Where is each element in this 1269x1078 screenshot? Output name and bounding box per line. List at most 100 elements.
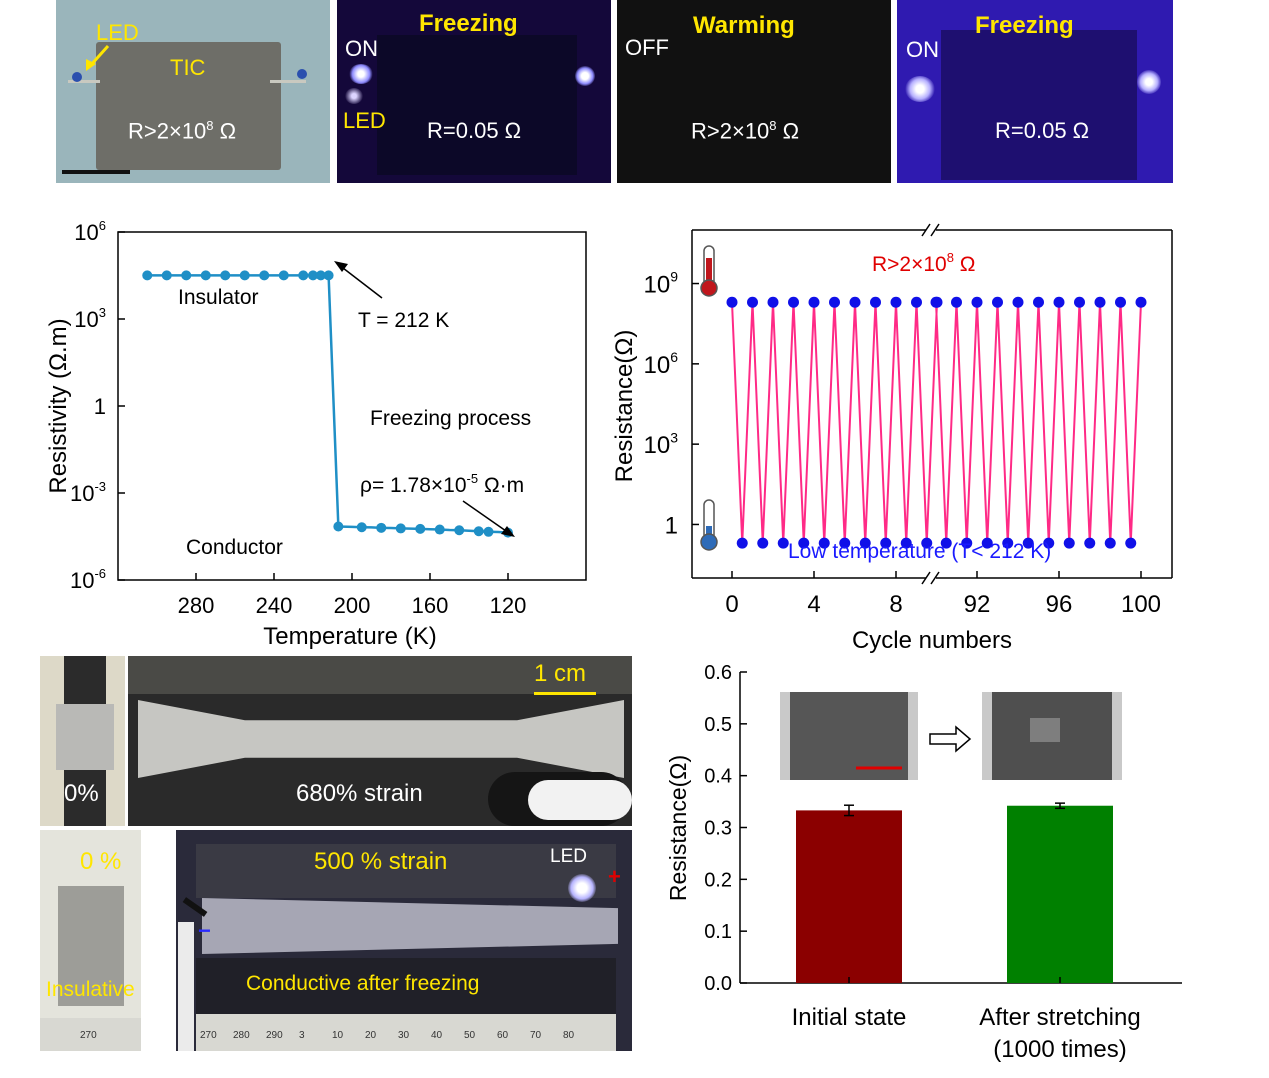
- y-tick-label-exp: 6: [99, 218, 106, 233]
- panel-title: Freezing: [419, 10, 518, 37]
- led-glow-left: [905, 76, 935, 102]
- data-point: [220, 270, 231, 281]
- x-tick-label: 92: [964, 591, 991, 618]
- data-point: [1115, 296, 1126, 308]
- data-point: [454, 525, 465, 536]
- y-tick-label-exp: -6: [94, 566, 106, 581]
- ruler-ticks: 270 280 290 3 10 20 30 40 50 60 70 80: [196, 1030, 616, 1046]
- ruler-tick: 270: [80, 1030, 97, 1041]
- y-tick-label-base: 10: [74, 307, 98, 332]
- data-point: [1043, 537, 1055, 549]
- data-point: [333, 521, 344, 532]
- y-tick-label-exp: 3: [99, 305, 106, 320]
- x-tick-label: 160: [412, 593, 449, 618]
- ruler-tick: 20: [365, 1030, 377, 1041]
- data-point: [323, 270, 334, 281]
- data-point: [971, 296, 983, 308]
- data-point: [1022, 537, 1034, 549]
- scale-bar: [534, 692, 596, 695]
- led-glow-right: [575, 66, 595, 86]
- post-left: [178, 922, 194, 1051]
- ruler-tick: 10: [332, 1030, 344, 1041]
- led-glow: [568, 874, 596, 902]
- rail-top: [196, 844, 616, 898]
- ruler-tick: 30: [398, 1030, 410, 1041]
- sample: [56, 704, 114, 770]
- state-label: OFF: [625, 35, 669, 60]
- data-point: [1094, 296, 1106, 308]
- ruler-tick: 40: [431, 1030, 443, 1041]
- film-shadow: [377, 35, 577, 175]
- y-tick-label: 103: [74, 305, 106, 332]
- x-tick-label: 240: [256, 593, 293, 618]
- data-point: [315, 270, 326, 281]
- y-axis-label: Resistance(Ω): [665, 755, 691, 901]
- y-tick-label: 10-3: [70, 479, 106, 506]
- x-tick-label: 96: [1046, 591, 1073, 618]
- data-point: [1063, 537, 1075, 549]
- x-tick-label: 100: [1121, 591, 1161, 618]
- data-point: [849, 296, 861, 308]
- scale-bar: [62, 170, 130, 174]
- ruler-tick: 280: [233, 1030, 250, 1041]
- hot-thermometer-icon: [700, 245, 718, 297]
- resistance-label: R>2×108 Ω: [128, 118, 237, 144]
- inset-initial-photo: [780, 692, 918, 780]
- y-tick-label-exp: 9: [670, 269, 678, 285]
- stretched-sample: [138, 700, 624, 778]
- led-label: LED: [550, 846, 587, 867]
- rho-label: ρ= 1.78×10-5 Ω·m: [360, 471, 524, 497]
- led-glow-right: [1137, 70, 1161, 94]
- data-point: [181, 270, 192, 281]
- y-axis-label: Resistivity (Ω.m): [45, 318, 72, 493]
- data-point: [818, 537, 830, 549]
- ruler-tick: 290: [266, 1030, 283, 1041]
- insulator-label: Insulator: [178, 286, 259, 309]
- resistance-bar-chart: 0.0 0.1 0.2 0.3 0.4 0.5 0.6 Initial state After…: [665, 662, 1182, 1063]
- x-tick-label: 4: [807, 591, 820, 618]
- data-point: [981, 537, 993, 549]
- strain-label: 500 % strain: [314, 848, 448, 875]
- y-tick-label: 109: [644, 269, 679, 299]
- photo-freezing-on-1: Freezing ON LED R=0.05 Ω: [337, 0, 611, 183]
- axis-break-top: [921, 223, 940, 237]
- data-point: [992, 296, 1003, 308]
- y-tick-label: 0.2: [704, 869, 732, 891]
- y-tick-label-exp: 3: [670, 429, 678, 445]
- resistance-label: R=0.05 Ω: [427, 118, 522, 143]
- data-point: [940, 537, 952, 549]
- led-glow-left: [349, 64, 373, 84]
- data-point: [434, 524, 445, 535]
- data-point: [951, 296, 962, 308]
- x-category-label: (1000 times): [993, 1036, 1126, 1063]
- y-tick-label: 0.0: [704, 973, 732, 995]
- transition-arrow: [334, 261, 383, 299]
- minus-terminal: −: [198, 918, 211, 943]
- data-point: [415, 523, 426, 534]
- y-tick-label-exp: -3: [94, 479, 106, 494]
- y-tick-label-base: 1: [665, 512, 678, 539]
- y-tick-label-base: 10: [644, 352, 671, 379]
- y-tick-label: 0.5: [704, 714, 732, 736]
- data-point: [483, 526, 494, 537]
- y-tick-label: 106: [644, 349, 679, 379]
- data-point: [395, 523, 406, 534]
- x-category-label: After stretching: [979, 1004, 1140, 1031]
- lower-block: [196, 958, 616, 1014]
- y-tick-label: 106: [74, 218, 106, 245]
- axis-break-bottom: [921, 571, 940, 585]
- y-tick-label-base: 10: [70, 568, 94, 593]
- ruler-tick: 60: [497, 1030, 509, 1041]
- data-point: [921, 537, 933, 549]
- y-tick-label-base: 10: [644, 272, 671, 299]
- strain-label: 680% strain: [296, 780, 423, 807]
- y-tick-label: 1: [94, 394, 106, 419]
- data-point: [376, 522, 387, 533]
- led-glow-low: [345, 88, 363, 104]
- arrow-icon: [929, 725, 972, 753]
- data-point: [1002, 537, 1014, 549]
- resistance-label: R=0.05 Ω: [995, 118, 1090, 143]
- photo-strain-680: 1 cm 680% strain: [128, 656, 632, 826]
- data-point: [890, 296, 902, 308]
- wire-left: [68, 80, 100, 83]
